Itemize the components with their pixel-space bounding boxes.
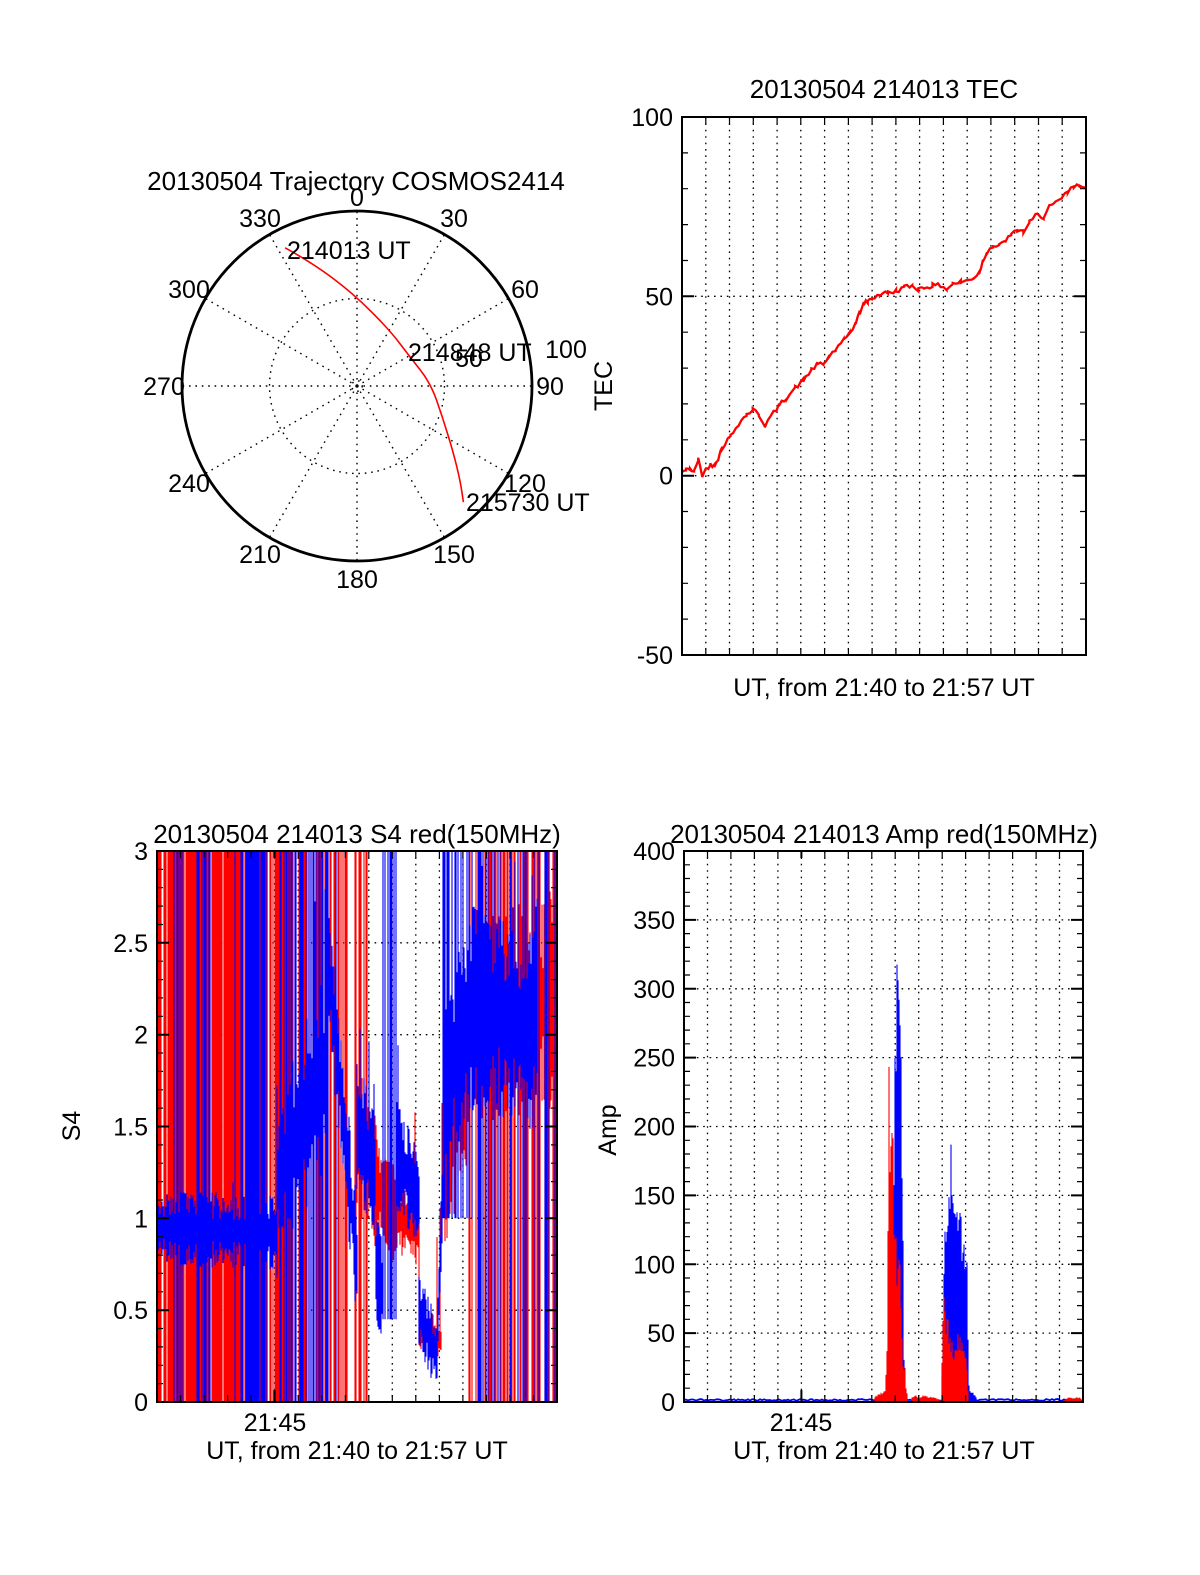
minor-ticks [683, 851, 1084, 1402]
s4-y-axis-label: S4 [58, 1111, 86, 1142]
y-tick-label-100: 100 [633, 1251, 675, 1279]
azimuth-label-30: 30 [440, 205, 468, 233]
y-tick-label-0: 0 [659, 463, 673, 491]
y-tick-label-50: 50 [647, 1320, 675, 1348]
amp-x-axis-label: UT, from 21:40 to 21:57 UT [733, 1437, 1035, 1465]
polar-circle-3 [351, 380, 363, 392]
azimuth-label-300: 300 [168, 276, 210, 304]
s4-title: 20130504 214013 S4 red(150MHz) [153, 819, 561, 849]
azimuth-label-90: 90 [536, 373, 564, 401]
radial-tick-label-50: 50 [455, 345, 483, 373]
amp-y-axis-label: Amp [594, 1104, 622, 1155]
amp-grid [684, 851, 1083, 1402]
s4-panel: 3 2.5 2 1.5 1 0.5 0 21:45 20130504 214013 S4 r… [58, 819, 561, 1465]
trajectory-line [284, 247, 465, 503]
plot-frame [681, 116, 1087, 656]
azimuth-label-150: 150 [433, 541, 475, 569]
amp-red-bursts [874, 1066, 1084, 1402]
polar-grid [180, 209, 534, 563]
y-tick-label-0: 0 [134, 1389, 148, 1417]
annotation-mid-time: 214848 UT [408, 339, 532, 367]
minor-ticks [156, 851, 558, 1402]
y-tick-label-300: 300 [633, 976, 675, 1004]
azimuth-label-180: 180 [336, 566, 378, 594]
polar-circle-50 [268, 297, 446, 475]
amp-panel: 400 350 300 250 200 150 100 50 0 21:45 20130504 … [594, 819, 1098, 1465]
tec-x-axis-label: UT, from 21:40 to 21:57 UT [733, 674, 1035, 702]
y-tick-label-1.5: 1.5 [113, 1114, 148, 1142]
polar-circle-100 [180, 209, 534, 563]
amp-axes [683, 850, 1084, 1403]
polar-spoke-210 [268, 385, 358, 538]
tec-grid [682, 117, 1086, 655]
annotation-end-time: 215730 UT [466, 489, 590, 517]
azimuth-labels: 0 30 60 90 120 150 180 210 240 270 300 330 [143, 184, 564, 594]
y-tick-label-1: 1 [134, 1205, 148, 1233]
azimuth-label-60: 60 [511, 276, 539, 304]
amp-title: 20130504 214013 Amp red(150MHz) [670, 819, 1098, 849]
y-tick-label-400: 400 [633, 838, 675, 866]
major-ticks [684, 850, 1083, 1403]
major-ticks [682, 116, 1086, 656]
y-tick-label-0: 0 [661, 1389, 675, 1417]
s4-axes [156, 850, 558, 1403]
azimuth-label-210: 210 [239, 541, 281, 569]
s4-x-axis-label: UT, from 21:40 to 21:57 UT [206, 1437, 508, 1465]
tec-title: 20130504 214013 TEC [750, 74, 1018, 104]
azimuth-label-240: 240 [168, 470, 210, 498]
major-ticks [157, 850, 557, 1403]
amp-tick-labels: 400 350 300 250 200 150 100 50 0 [633, 838, 675, 1417]
tec-y-axis-label: TEC [590, 361, 618, 411]
trajectory-title: 20130504 Trajectory COSMOS2414 [147, 166, 565, 196]
y-tick-label-200: 200 [633, 1114, 675, 1142]
gridlines [684, 851, 1083, 1402]
y-tick-label-3: 3 [134, 838, 148, 866]
amp-blue-bursts [889, 964, 977, 1402]
s4-x-tick-label: 21:45 [244, 1409, 307, 1437]
y-tick-label-2.5: 2.5 [113, 930, 148, 958]
tec-panel: 100 50 0 -50 20130504 214013 TEC TEC UT, fr… [590, 74, 1087, 702]
tec-tick-labels: 100 50 0 -50 [631, 104, 673, 670]
tec-data-line [681, 182, 1087, 478]
y-tick-label-350: 350 [633, 907, 675, 935]
amp-data [683, 964, 1084, 1402]
azimuth-label-330: 330 [239, 205, 281, 233]
azimuth-label-270: 270 [143, 373, 185, 401]
y-tick-label-100: 100 [631, 104, 673, 132]
y-tick-label-2: 2 [134, 1022, 148, 1050]
trajectory-panel: 0 30 60 90 120 150 180 210 240 270 300 330 50 100 2… [143, 166, 590, 594]
annotation-start-time: 214013 UT [287, 237, 411, 265]
polar-spoke-240 [205, 385, 358, 475]
s4-tick-labels: 3 2.5 2 1.5 1 0.5 0 [113, 838, 148, 1417]
minor-ticks [681, 117, 1087, 655]
y-tick-label-50: 50 [645, 283, 673, 311]
azimuth-label-0: 0 [350, 184, 364, 212]
y-tick-label-150: 150 [633, 1182, 675, 1210]
y-tick-label-0.5: 0.5 [113, 1297, 148, 1325]
azimuth-label-120: 120 [504, 470, 546, 498]
y-tick-label-250: 250 [633, 1045, 675, 1073]
tec-axes [681, 116, 1087, 656]
amp-x-tick-label: 21:45 [770, 1409, 833, 1437]
polar-spoke-150 [356, 385, 446, 538]
y-tick-label--50: -50 [637, 642, 673, 670]
radial-tick-label-100: 100 [545, 336, 587, 364]
gridlines [682, 117, 1086, 655]
